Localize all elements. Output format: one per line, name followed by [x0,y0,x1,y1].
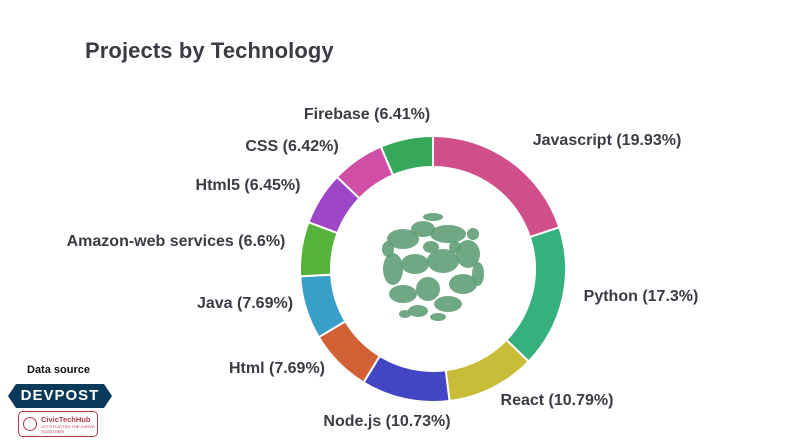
devpost-logo-text: DEVPOST [20,387,100,404]
civictechhub-mark-icon [23,417,37,431]
label-html: Html (7.69%) [229,360,325,377]
donut-slices [299,134,567,403]
label-node-js: Node.js (10.73%) [323,413,450,430]
label-amazon-web-services: Amazon-web services (6.6%) [67,233,286,250]
chart-title: Projects by Technology [85,38,334,63]
globe-icon [375,211,491,327]
slice-labels: Javascript (19.93%) Python (17.3%) React (… [67,106,699,430]
label-css: CSS (6.42%) [245,138,338,155]
civictechhub-logo: CivicTechHub LET'S FLATTEN THE CURVE TOG… [18,411,98,437]
slice-firebase[interactable] [379,134,434,177]
label-react: React (10.79%) [501,392,614,409]
label-python: Python (17.3%) [584,288,699,305]
label-javascript: Javascript (19.93%) [533,132,682,149]
civictechhub-tagline: LET'S FLATTEN THE CURVE TOGETHER! [41,424,95,434]
civictechhub-name: CivicTechHub [41,415,91,424]
label-java: Java (7.69%) [197,295,293,312]
label-html5: Html5 (6.45%) [196,177,301,194]
slice-python[interactable] [504,226,567,363]
label-firebase: Firebase (6.41%) [304,106,430,123]
data-source-label: Data source [27,364,90,376]
devpost-logo: DEVPOST [8,384,112,408]
